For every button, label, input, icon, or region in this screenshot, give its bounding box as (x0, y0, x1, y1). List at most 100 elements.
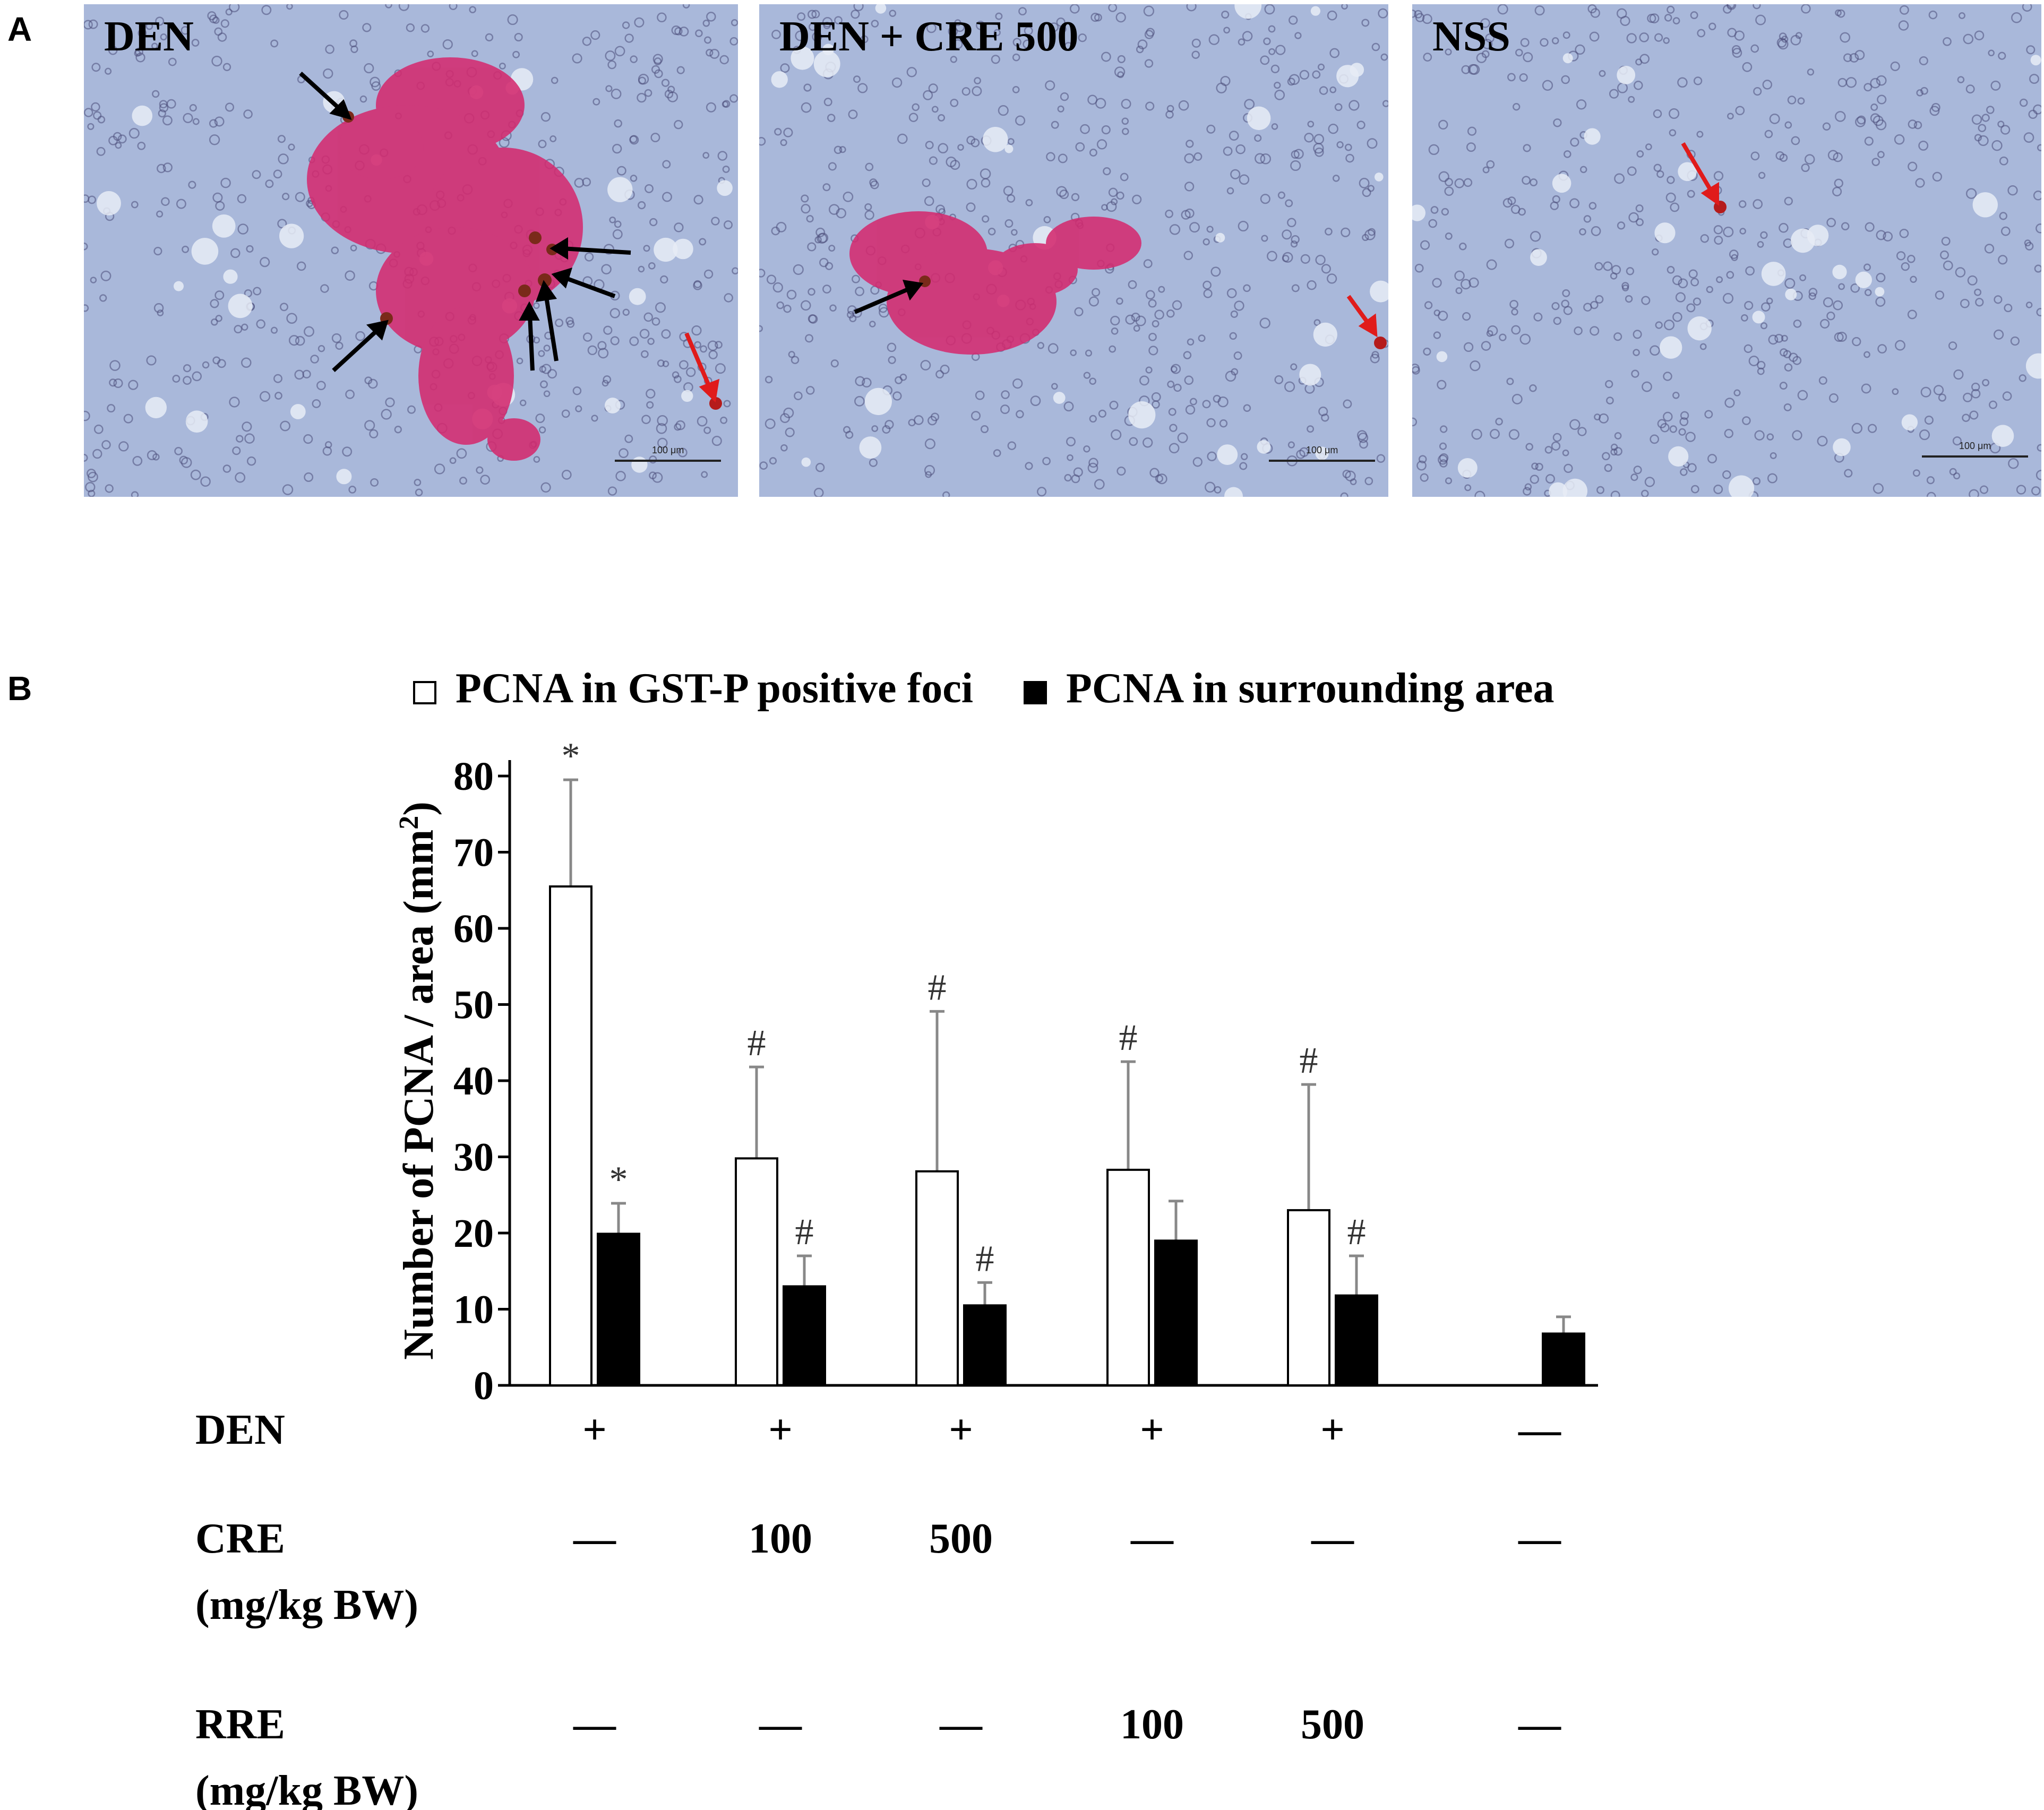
nucleus (1650, 434, 1660, 444)
nucleus (1895, 340, 1905, 351)
nucleus (1060, 92, 1069, 101)
nucleus (1865, 222, 1875, 232)
nucleus (1690, 278, 1699, 287)
nucleus (1591, 226, 1601, 236)
nucleus (1919, 56, 1928, 66)
nucleus (471, 50, 478, 57)
nucleus (1871, 158, 1880, 166)
vacuole (1375, 173, 1384, 182)
nucleus (717, 151, 728, 161)
nucleus (1064, 474, 1072, 482)
nucleus (1941, 236, 1951, 246)
nucleus (650, 133, 660, 143)
nucleus (1486, 160, 1495, 169)
nucleus (1690, 485, 1699, 494)
legend-swatch (413, 681, 436, 704)
nucleus (1994, 329, 2004, 340)
nucleus (1291, 150, 1300, 159)
nucleus (972, 86, 982, 97)
nucleus (1080, 124, 1090, 134)
nucleus (1617, 221, 1626, 230)
nucleus (1952, 436, 1962, 446)
nucleus (1524, 483, 1532, 491)
nucleus (1969, 410, 1979, 420)
nucleus (630, 55, 638, 63)
nucleus (364, 420, 375, 431)
nucleus (1959, 12, 1965, 19)
vacuole (1234, 4, 1262, 19)
bar-surrounding-area (1542, 1332, 1585, 1387)
nucleus (1562, 31, 1570, 39)
nucleus (1057, 105, 1064, 113)
nucleus (1793, 319, 1802, 328)
nucleus (1792, 430, 1802, 441)
nucleus (1579, 166, 1587, 174)
nucleus (948, 26, 958, 37)
nucleus (242, 421, 252, 432)
nucleus (1761, 302, 1771, 312)
nucleus (864, 203, 872, 211)
nucleus (657, 359, 665, 367)
nucleus (1067, 454, 1073, 461)
nucleus (654, 69, 663, 79)
nucleus (1206, 226, 1214, 233)
nucleus (1485, 33, 1495, 43)
nucleus (1307, 120, 1315, 128)
nucleus (1727, 113, 1734, 120)
nucleus (1997, 120, 2005, 128)
nucleus (1599, 70, 1606, 77)
nucleus (583, 332, 592, 342)
nucleus (1045, 80, 1055, 91)
nucleus (1876, 75, 1887, 86)
nucleus (1989, 400, 1997, 409)
nucleus (1614, 432, 1622, 439)
nucleus (1509, 299, 1518, 309)
nucleus (1979, 485, 1989, 494)
nucleus (303, 434, 313, 444)
nucleus (1672, 17, 1680, 24)
nucleus (323, 68, 333, 79)
nucleus (1012, 378, 1023, 389)
nucleus (345, 390, 355, 399)
nucleus (1783, 350, 1792, 358)
nucleus (132, 456, 143, 466)
nucleus (993, 29, 1001, 37)
nucleus (1822, 122, 1831, 131)
nucleus (370, 76, 380, 88)
nucleus (1085, 349, 1093, 357)
nucleus (277, 219, 287, 229)
nucleus (906, 67, 917, 77)
nucleus (1238, 38, 1246, 46)
nucleus (629, 135, 639, 145)
nucleus (277, 135, 286, 143)
nucleus (1152, 320, 1160, 327)
nucleus (97, 116, 106, 124)
nucleus (101, 440, 111, 450)
nucleus (214, 116, 225, 127)
nucleus (118, 441, 129, 452)
nucleus (507, 14, 518, 25)
nucleus (1551, 302, 1560, 311)
nucleus (592, 98, 600, 106)
nucleus (1371, 42, 1380, 51)
nucleus (220, 19, 229, 28)
nucleus (801, 102, 812, 113)
nucleus (1953, 369, 1964, 380)
nucleus (1294, 32, 1302, 39)
nucleus (1184, 208, 1195, 218)
nucleus (1697, 29, 1706, 38)
nucleus (1520, 38, 1530, 47)
nucleus (940, 364, 950, 374)
nucleus (1797, 390, 1808, 401)
nucleus (1876, 230, 1886, 240)
nucleus (1877, 151, 1885, 159)
nucleus (1268, 25, 1276, 33)
bar-gst-p-foci (735, 1157, 778, 1386)
nucleus (1836, 9, 1845, 18)
nucleus (1254, 134, 1262, 142)
nucleus (1071, 474, 1080, 484)
nucleus (1185, 404, 1196, 415)
nucleus (1178, 100, 1189, 111)
nucleus (2036, 308, 2041, 317)
nucleus (1988, 49, 1995, 57)
